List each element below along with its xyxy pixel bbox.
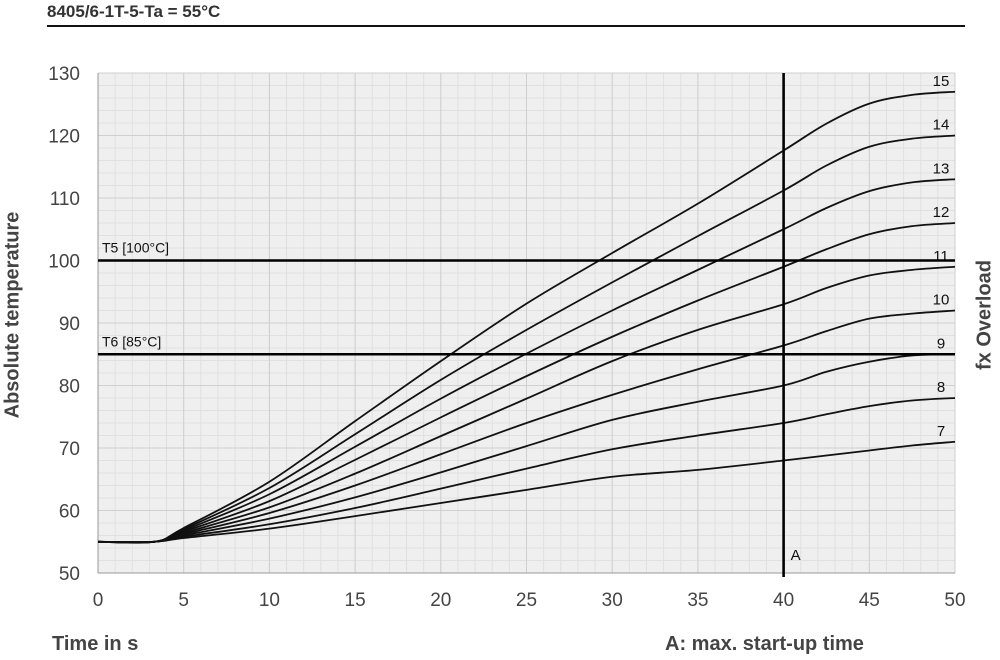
series-line-11 (97, 265, 956, 544)
x-axis-label: Time in s (52, 633, 139, 655)
y-tick-label: 120 (48, 127, 80, 148)
y-tick-label: 110 (50, 189, 80, 210)
reference-line-label-2: T6 [85°C] (102, 333, 161, 349)
reference-line-label-1: T5 [100°C] (102, 240, 169, 256)
series-line-13 (97, 178, 956, 544)
y-tick-label: 60 (59, 502, 80, 523)
series-line-7 (97, 440, 956, 543)
y-tick-label: 70 (59, 439, 80, 460)
y-tick-label: 50 (59, 564, 80, 585)
title-underline (47, 25, 965, 27)
series-label-7: 7 (937, 423, 945, 440)
series-line-9 (97, 353, 956, 544)
chart-title: 8405/6-1T-5-Ta = 55°C (47, 2, 221, 21)
x-tick-label: 10 (259, 590, 280, 611)
x-tick-label: 20 (430, 590, 451, 611)
x-tick-label: 30 (602, 590, 623, 611)
series-label-11: 11 (933, 248, 949, 265)
series-line-10 (97, 309, 956, 544)
series-line-15 (97, 90, 956, 544)
y-tick-label: 130 (48, 64, 80, 85)
x-tick-label: 40 (773, 590, 794, 611)
series-label-15: 15 (933, 73, 950, 90)
x-tick-label: 35 (687, 590, 708, 611)
y-tick-label: 100 (48, 252, 80, 273)
x-tick-label: 25 (516, 590, 537, 611)
series-label-14: 14 (933, 117, 950, 134)
x-tick-label: 5 (178, 590, 189, 611)
max-startup-time-note: A: max. start-up time (665, 633, 864, 655)
series-label-12: 12 (933, 204, 950, 221)
series-label-13: 13 (933, 160, 950, 177)
x-tick-label: 45 (859, 590, 880, 611)
series-line-14 (97, 134, 956, 544)
series-label-9: 9 (937, 335, 945, 352)
x-tick-label: 50 (944, 590, 965, 611)
y-tick-label: 90 (59, 314, 80, 335)
series-line-8 (97, 397, 956, 544)
series-label-10: 10 (933, 292, 950, 309)
y-tick-label: 80 (59, 377, 80, 398)
x-tick-label: 15 (345, 590, 366, 611)
series-label-8: 8 (937, 379, 945, 396)
series-line-12 (97, 222, 956, 544)
startup-time-line-label: A (791, 547, 801, 564)
x-tick-label: 0 (93, 590, 104, 611)
